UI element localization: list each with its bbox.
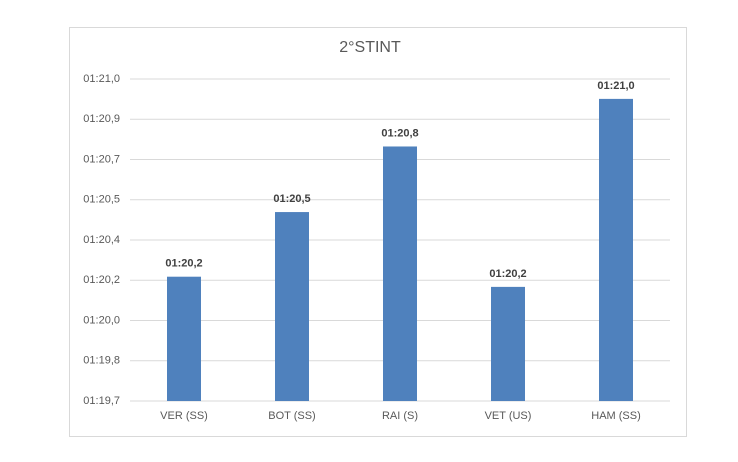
data-label: 01:20,2 <box>165 258 202 270</box>
y-tick-label: 01:20,2 <box>83 274 120 286</box>
x-tick-label: VET (US) <box>485 410 532 422</box>
data-label: 01:20,5 <box>273 193 310 205</box>
x-tick-label: BOT (SS) <box>268 410 315 422</box>
y-tick-label: 01:20,0 <box>83 314 120 326</box>
data-label: 01:20,8 <box>381 127 418 139</box>
x-tick-label: VER (SS) <box>160 410 208 422</box>
data-label: 01:20,2 <box>489 268 526 280</box>
y-tick-label: 01:20,7 <box>83 153 120 165</box>
y-tick-label: 01:20,5 <box>83 194 120 206</box>
chart-title: 2°STINT <box>339 39 401 56</box>
bar <box>599 98 633 401</box>
bar <box>167 276 201 401</box>
bar <box>491 286 525 401</box>
x-tick-label: HAM (SS) <box>591 410 641 422</box>
chart-border <box>69 27 687 437</box>
bar <box>275 212 309 401</box>
data-label: 01:21,0 <box>597 80 634 92</box>
y-tick-label: 01:20,9 <box>83 113 120 125</box>
y-tick-label: 01:19,8 <box>83 355 120 367</box>
y-tick-label: 01:20,4 <box>83 234 120 246</box>
y-tick-label: 01:19,7 <box>83 395 120 407</box>
x-tick-label: RAI (S) <box>382 410 418 422</box>
y-tick-label: 01:21,0 <box>83 73 120 85</box>
bar <box>383 146 417 401</box>
